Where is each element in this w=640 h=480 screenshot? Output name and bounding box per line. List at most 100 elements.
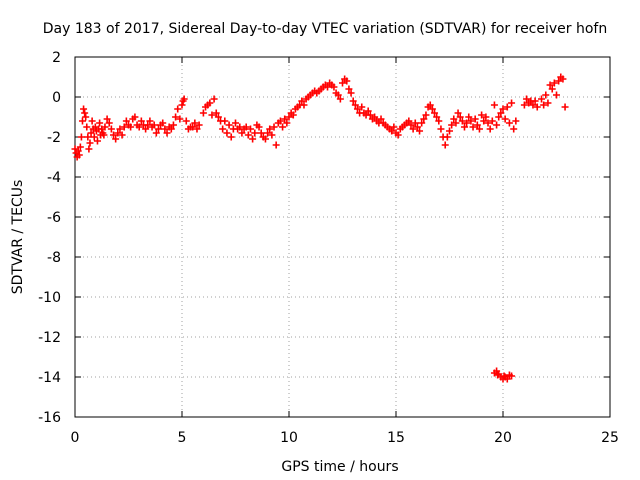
data-point <box>137 117 145 125</box>
data-point <box>120 123 128 131</box>
data-point <box>300 101 308 109</box>
data-point <box>112 135 120 143</box>
data-point <box>486 125 494 133</box>
data-point <box>407 121 415 129</box>
data-point <box>345 85 353 93</box>
y-tick-label: -6 <box>47 210 61 226</box>
data-point <box>364 107 372 115</box>
data-point <box>90 133 98 141</box>
data-point <box>96 119 104 127</box>
data-point <box>110 131 118 139</box>
data-point <box>405 117 413 125</box>
data-point <box>555 77 563 85</box>
data-point <box>482 113 490 121</box>
y-tick-label: -12 <box>38 330 61 346</box>
data-point <box>122 117 130 125</box>
data-point <box>100 131 108 139</box>
data-point <box>255 123 263 131</box>
data-point <box>261 135 269 143</box>
data-point <box>285 113 293 121</box>
data-point <box>480 117 488 125</box>
data-point <box>443 133 451 141</box>
data-point <box>544 99 552 107</box>
data-point <box>279 123 287 131</box>
data-point <box>495 113 503 121</box>
data-points <box>71 73 569 383</box>
data-point <box>223 129 231 137</box>
data-point <box>458 117 466 125</box>
data-point <box>169 121 177 129</box>
data-point <box>131 113 139 121</box>
data-point <box>347 89 355 97</box>
data-point <box>266 125 274 133</box>
data-point <box>212 109 220 117</box>
data-point <box>508 99 516 107</box>
data-point <box>232 119 239 127</box>
data-point <box>76 143 84 151</box>
data-point <box>93 137 101 145</box>
data-point <box>538 95 546 103</box>
data-point <box>561 103 569 111</box>
y-tick-label: -4 <box>47 170 61 186</box>
data-point <box>159 119 167 127</box>
data-point <box>227 133 235 141</box>
data-point <box>409 125 417 133</box>
data-point <box>497 109 505 117</box>
data-point <box>324 83 332 91</box>
data-point <box>520 101 528 109</box>
data-point <box>475 125 483 133</box>
x-tick-label: 10 <box>280 430 298 446</box>
data-point <box>82 113 90 121</box>
y-axis-label: SDTVAR / TECUs <box>10 180 26 295</box>
data-point <box>214 113 222 121</box>
data-point <box>114 129 122 137</box>
data-point <box>176 115 184 123</box>
y-tick-label: -16 <box>38 410 61 426</box>
data-point <box>366 111 374 119</box>
data-point <box>420 115 428 123</box>
data-point <box>144 121 152 129</box>
data-point <box>103 115 111 123</box>
data-point <box>88 117 96 125</box>
data-point <box>236 123 244 131</box>
data-point <box>454 109 462 117</box>
data-point <box>531 97 539 105</box>
x-axis-label: GPS time / hours <box>281 459 398 475</box>
data-point <box>377 115 385 123</box>
data-point <box>431 109 439 117</box>
data-point <box>394 131 402 139</box>
data-point <box>75 151 83 159</box>
data-point <box>221 117 229 125</box>
data-point <box>116 125 124 133</box>
data-point <box>87 129 95 137</box>
data-point <box>146 117 154 125</box>
data-point <box>281 115 289 123</box>
data-point <box>161 125 169 133</box>
data-point <box>559 75 567 83</box>
data-point <box>456 113 464 121</box>
data-point <box>523 95 531 103</box>
data-point <box>199 109 207 117</box>
data-point <box>351 101 359 109</box>
data-point <box>174 105 182 113</box>
data-point <box>467 117 475 125</box>
data-point <box>244 131 252 139</box>
data-point <box>257 129 265 137</box>
data-point <box>84 133 92 141</box>
data-point <box>448 121 456 129</box>
data-point <box>503 103 511 111</box>
data-point <box>264 129 272 137</box>
data-point <box>503 375 511 383</box>
data-point <box>446 127 453 135</box>
data-point <box>180 95 188 103</box>
data-point <box>416 127 424 135</box>
data-point <box>493 121 501 129</box>
data-point <box>512 117 520 125</box>
data-point <box>210 95 218 103</box>
y-tick-label: -14 <box>38 370 61 386</box>
data-point <box>418 119 426 127</box>
data-point <box>437 125 445 133</box>
data-point <box>283 119 291 127</box>
